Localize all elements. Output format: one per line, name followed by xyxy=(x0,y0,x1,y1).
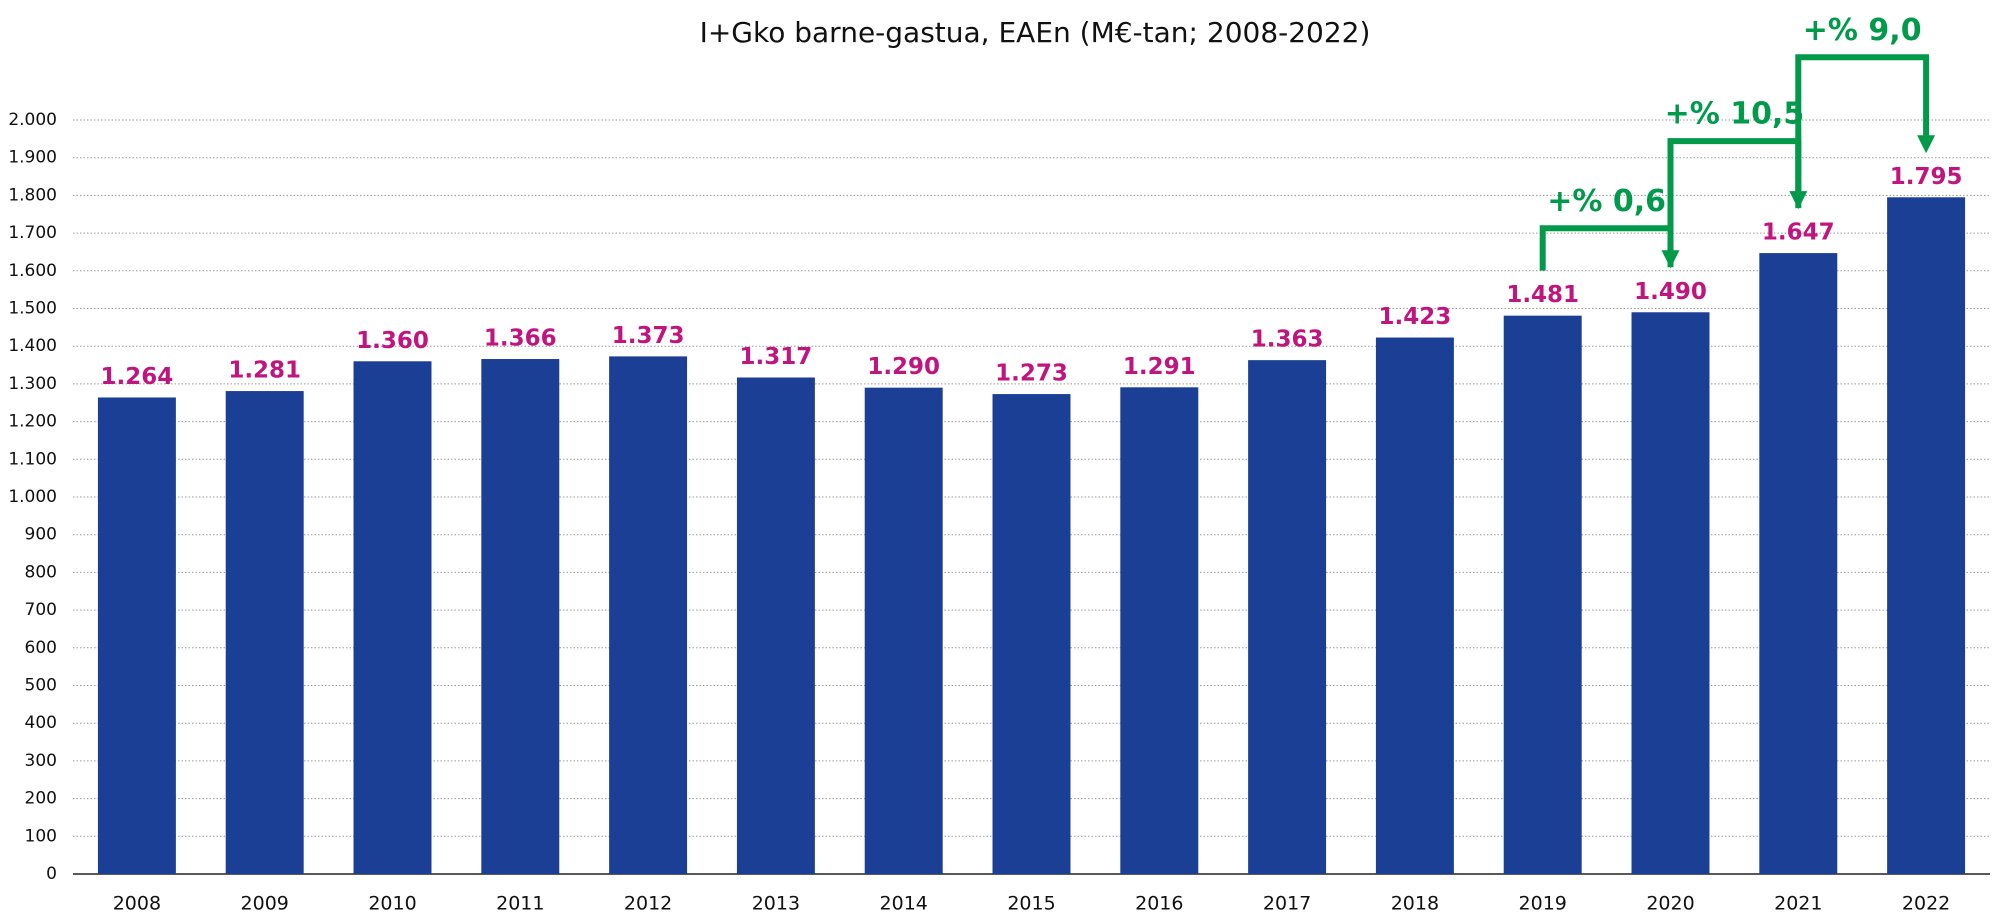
y-tick-label: 1.100 xyxy=(8,449,57,469)
x-tick-label: 2021 xyxy=(1774,893,1822,915)
value-label: 1.264 xyxy=(101,364,174,390)
value-label: 1.373 xyxy=(612,323,685,349)
y-tick-label: 400 xyxy=(25,713,57,733)
bar xyxy=(97,397,176,874)
y-tick-label: 200 xyxy=(25,789,57,809)
value-label: 1.273 xyxy=(995,361,1068,387)
bar xyxy=(992,394,1071,874)
y-tick-label: 700 xyxy=(25,600,57,620)
value-label: 1.490 xyxy=(1634,279,1707,305)
x-tick-label: 2012 xyxy=(624,893,672,915)
value-label: 1.481 xyxy=(1506,282,1579,308)
x-tick-label: 2013 xyxy=(752,893,800,915)
bar xyxy=(353,361,432,874)
x-tick-label: 2009 xyxy=(241,893,289,915)
value-label: 1.317 xyxy=(740,344,813,370)
x-tick-label: 2019 xyxy=(1519,893,1567,915)
y-tick-label: 1.300 xyxy=(8,374,57,394)
growth-bracket xyxy=(1795,54,1930,209)
y-tick-label: 1.200 xyxy=(8,412,57,432)
y-tick-label: 1.400 xyxy=(8,336,57,356)
bar xyxy=(225,391,304,874)
bar xyxy=(1759,253,1838,874)
bar xyxy=(481,359,560,874)
growth-arrowhead xyxy=(1917,135,1936,154)
y-tick-label: 2.000 xyxy=(8,110,57,130)
y-tick-label: 1.900 xyxy=(8,148,57,168)
y-tick-label: 300 xyxy=(25,751,57,771)
value-label: 1.795 xyxy=(1890,164,1963,190)
y-tick-label: 0 xyxy=(46,864,57,884)
growth-label: +% 9,0 xyxy=(1803,13,1922,48)
x-tick-label: 2016 xyxy=(1135,893,1183,915)
y-tick-label: 1.700 xyxy=(8,223,57,243)
bar xyxy=(609,356,688,874)
y-tick-label: 800 xyxy=(25,562,57,582)
growth-bracket xyxy=(1539,225,1674,271)
x-tick-label: 2017 xyxy=(1263,893,1311,915)
y-tick-label: 1.600 xyxy=(8,261,57,281)
y-tick-label: 1.800 xyxy=(8,185,57,205)
x-tick-label: 2022 xyxy=(1902,893,1950,915)
y-tick-label: 900 xyxy=(25,525,57,545)
bar xyxy=(1887,197,1966,874)
growth-bracket xyxy=(1667,138,1802,268)
y-tick-label: 100 xyxy=(25,826,57,846)
y-tick-label: 1.000 xyxy=(8,487,57,507)
value-label: 1.647 xyxy=(1762,220,1835,246)
y-tick-label: 1.500 xyxy=(8,299,57,319)
bar xyxy=(1375,337,1454,874)
x-tick-label: 2014 xyxy=(880,893,928,915)
bar xyxy=(1503,315,1582,875)
value-label: 1.360 xyxy=(356,328,429,354)
y-tick-label: 600 xyxy=(25,638,57,658)
x-tick-label: 2011 xyxy=(496,893,544,915)
chart-title: I+Gko barne-gastua, EAEn (M€-tan; 2008-2… xyxy=(700,16,1371,49)
value-label: 1.423 xyxy=(1379,304,1452,330)
y-tick-label: 500 xyxy=(25,676,57,696)
bar xyxy=(1120,387,1199,874)
value-label: 1.281 xyxy=(228,358,301,384)
bar xyxy=(1631,312,1710,874)
value-label: 1.366 xyxy=(484,326,557,352)
x-tick-label: 2008 xyxy=(113,893,161,915)
bar xyxy=(736,377,815,874)
value-label: 1.363 xyxy=(1251,327,1324,353)
growth-label: +% 0,6 xyxy=(1547,184,1666,219)
x-tick-label: 2010 xyxy=(368,893,416,915)
value-label: 1.291 xyxy=(1123,354,1196,380)
bar xyxy=(864,387,943,874)
x-tick-label: 2020 xyxy=(1646,893,1694,915)
x-tick-label: 2018 xyxy=(1391,893,1439,915)
x-tick-label: 2015 xyxy=(1007,893,1055,915)
growth-label: +% 10,5 xyxy=(1665,97,1805,132)
bar xyxy=(1248,360,1327,874)
value-label: 1.290 xyxy=(867,354,940,380)
